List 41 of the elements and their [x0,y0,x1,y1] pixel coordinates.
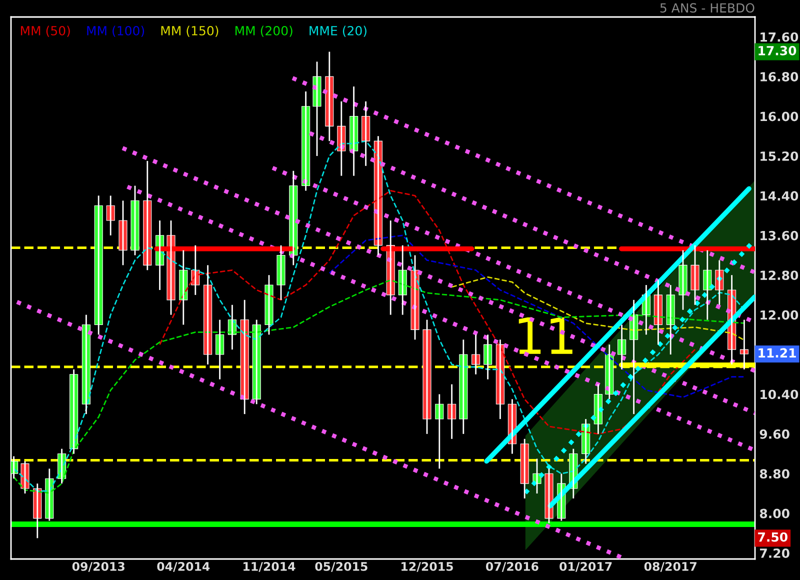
x-tick-label: 05/2015 [315,562,368,572]
annotation: 11 [518,317,572,354]
candlestick [740,319,748,370]
x-tick-label: 11/2014 [244,562,296,572]
y-tick-label: 9.60 [760,429,790,439]
text: MM (200) [235,26,292,37]
candlestick [276,244,286,301]
candlestick [422,319,432,435]
line-series [13,279,745,494]
x-tick-label: 08/2017 [644,562,696,572]
candlestick [130,185,140,256]
x-tick-label: 09/2013 [72,562,124,572]
x-tick-label: 07/2016 [486,562,538,572]
y-tick-label: 14.40 [760,191,798,201]
y-tick-label: 8.00 [760,508,790,518]
text: 17.30 [758,46,796,56]
y-tick-label: 10.40 [760,390,798,400]
text: 11.21 [758,348,796,358]
text: 7.50 [758,532,788,542]
y-tick-label: 17.60 [760,32,798,42]
y-tick-label: 12.00 [760,310,798,320]
candlestick [118,200,128,266]
y-tick-label: 16.00 [760,112,798,122]
y-tick-label: 13.60 [760,230,798,240]
text: MME (20) [310,26,366,37]
text: MM (100) [87,26,144,37]
x-tick-label: 04/2014 [157,562,210,572]
text: MM (50) [20,26,70,37]
y-tick-label: 12.80 [760,270,798,280]
candlestick [264,274,274,336]
x-tick-label: 01/2017 [560,562,612,572]
y-tick-label: 8.80 [760,469,790,479]
y-tick-label: 15.20 [760,151,798,161]
line-series [159,190,696,435]
text: MM (150) [161,26,218,37]
line-series [328,234,745,398]
x-tick-label: 12/2015 [402,562,453,572]
y-tick-label: 16.80 [760,72,798,82]
candlestick [690,244,700,306]
chart-subtitle: 5 ANS - HEBDO [660,3,754,13]
y-tick-label: 7.20 [760,548,790,558]
